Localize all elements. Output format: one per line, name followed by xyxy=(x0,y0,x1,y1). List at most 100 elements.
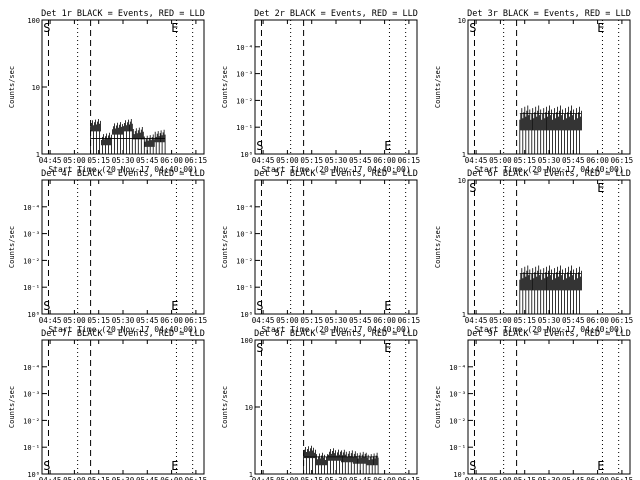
x-tick-label: 05:45 xyxy=(136,156,159,165)
marker-label-s: S xyxy=(43,299,50,313)
y-tick-label: 10 xyxy=(458,177,466,185)
y-tick-label: 10⁻² xyxy=(23,257,40,265)
x-tick-label: 06:00 xyxy=(160,156,183,165)
y-tick-label: 10⁻¹ xyxy=(449,444,466,452)
plot-frame xyxy=(254,179,418,315)
x-tick-label: 05:00 xyxy=(276,476,299,480)
y-tick-label: 10⁻² xyxy=(23,417,40,425)
x-tick-label: 06:15 xyxy=(398,476,421,480)
x-tick-label: 05:30 xyxy=(325,316,348,325)
x-tick-label: 05:15 xyxy=(87,316,110,325)
y-tick-label: 10⁻¹ xyxy=(23,444,40,452)
y-tick-label: 10⁰ xyxy=(240,151,253,159)
y-tick-label: 10⁻³ xyxy=(236,71,253,79)
x-tick-label: 05:15 xyxy=(300,316,323,325)
y-tick-label: 10⁻⁴ xyxy=(236,44,253,52)
x-tick-label: 04:45 xyxy=(39,316,62,325)
x-tick-label: 06:00 xyxy=(373,156,396,165)
panel-title: Det 4r BLACK = Events, RED = LLD xyxy=(41,169,205,179)
x-tick-label: 05:00 xyxy=(489,476,512,480)
event-series-1 xyxy=(519,105,582,154)
event-series-1 xyxy=(303,445,379,474)
marker-label-e: E xyxy=(597,181,604,195)
x-tick-label: 06:00 xyxy=(160,316,183,325)
y-tick-label: 10 xyxy=(245,404,253,412)
x-tick-label: 04:45 xyxy=(465,156,488,165)
panel-title: Det 2r BLACK = Events, RED = LLD xyxy=(254,9,418,19)
y-tick-label: 10⁻⁴ xyxy=(236,204,253,212)
x-tick-label: 05:30 xyxy=(112,156,135,165)
x-tick-label: 05:45 xyxy=(562,316,585,325)
x-axis-label: Start Time (20-Nov-17 04:40:00) xyxy=(474,165,623,174)
plot-frame xyxy=(41,179,205,315)
x-tick-label: 05:00 xyxy=(63,476,86,480)
y-tick-label: 100 xyxy=(27,17,40,25)
x-tick-label: 05:00 xyxy=(276,316,299,325)
marker-label-e: E xyxy=(597,459,604,473)
y-tick-label: 10⁻¹ xyxy=(23,284,40,292)
x-tick-label: 04:45 xyxy=(465,476,488,480)
x-tick-label: 06:15 xyxy=(398,156,421,165)
marker-label-e: E xyxy=(597,21,604,35)
x-tick-label: 05:15 xyxy=(300,156,323,165)
panel-7: Det 7r BLACK = Events, RED = LLD04:4505:… xyxy=(8,329,207,480)
x-tick-label: 06:15 xyxy=(185,156,208,165)
x-tick-label: 05:00 xyxy=(63,316,86,325)
panel-title: Det 5r BLACK = Events, RED = LLD xyxy=(254,169,418,179)
x-tick-label: 05:45 xyxy=(349,156,372,165)
x-tick-label: 04:45 xyxy=(252,156,275,165)
marker-label-s: S xyxy=(469,181,476,195)
x-tick-label: 05:00 xyxy=(276,156,299,165)
y-tick-label: 1 xyxy=(249,471,253,479)
event-series-1 xyxy=(519,265,582,314)
x-tick-label: 05:45 xyxy=(136,476,159,480)
event-series-1 xyxy=(90,119,166,154)
x-tick-label: 05:15 xyxy=(300,476,323,480)
x-tick-label: 05:45 xyxy=(349,476,372,480)
x-tick-label: 05:45 xyxy=(136,316,159,325)
x-tick-label: 06:15 xyxy=(185,316,208,325)
x-tick-label: 04:45 xyxy=(39,156,62,165)
y-axis-label: Counts/sec xyxy=(434,66,442,108)
y-tick-label: 10⁰ xyxy=(27,471,40,479)
y-axis-label: Counts/sec xyxy=(8,386,16,428)
x-tick-label: 05:15 xyxy=(513,316,536,325)
panel-9: Det 9r BLACK = Events, RED = LLD 04:4505:… xyxy=(434,329,633,480)
x-axis-label: Start Time (20-Nov-17 04:40:00) xyxy=(48,325,197,334)
plot-frame xyxy=(41,339,205,475)
x-tick-label: 06:15 xyxy=(611,316,634,325)
marker-label-s: S xyxy=(256,341,263,355)
plot-frame xyxy=(467,339,631,475)
x-tick-label: 04:45 xyxy=(252,476,275,480)
y-axis-label: Counts/sec xyxy=(221,226,229,268)
x-tick-label: 06:15 xyxy=(185,476,208,480)
panel-title: Det 8r BLACK = Events, RED = LLD xyxy=(254,329,418,339)
y-tick-label: 1 xyxy=(462,151,466,159)
x-tick-label: 05:45 xyxy=(562,156,585,165)
y-tick-label: 10⁻³ xyxy=(23,391,40,399)
y-tick-label: 10⁻⁴ xyxy=(23,364,40,372)
panel-title: Det 3r BLACK = Events, RED = LLD xyxy=(467,9,631,19)
marker-label-s: S xyxy=(469,459,476,473)
y-tick-label: 10⁻⁴ xyxy=(23,204,40,212)
marker-label-e: E xyxy=(384,299,391,313)
marker-label-s: S xyxy=(43,459,50,473)
x-tick-label: 06:00 xyxy=(160,476,183,480)
panel-title: Det 9r BLACK = Events, RED = LLD xyxy=(467,329,631,339)
y-tick-label: 10⁻² xyxy=(236,257,253,265)
y-axis-label: Counts/sec xyxy=(221,386,229,428)
y-axis-label: Counts/sec xyxy=(8,66,16,108)
panel-3: Det 3r BLACK = Events, RED = LLD 04:45 05:… xyxy=(434,9,633,174)
marker-label-e: E xyxy=(171,21,178,35)
y-tick-label: 10⁻³ xyxy=(23,231,40,239)
marker-label-e: E xyxy=(384,139,391,153)
y-axis-label: Counts/sec xyxy=(434,226,442,268)
y-tick-label: 10⁻¹ xyxy=(236,284,253,292)
y-tick-label: 1 xyxy=(36,151,40,159)
x-tick-label: 04:45 xyxy=(39,476,62,480)
x-tick-label: 05:15 xyxy=(513,156,536,165)
